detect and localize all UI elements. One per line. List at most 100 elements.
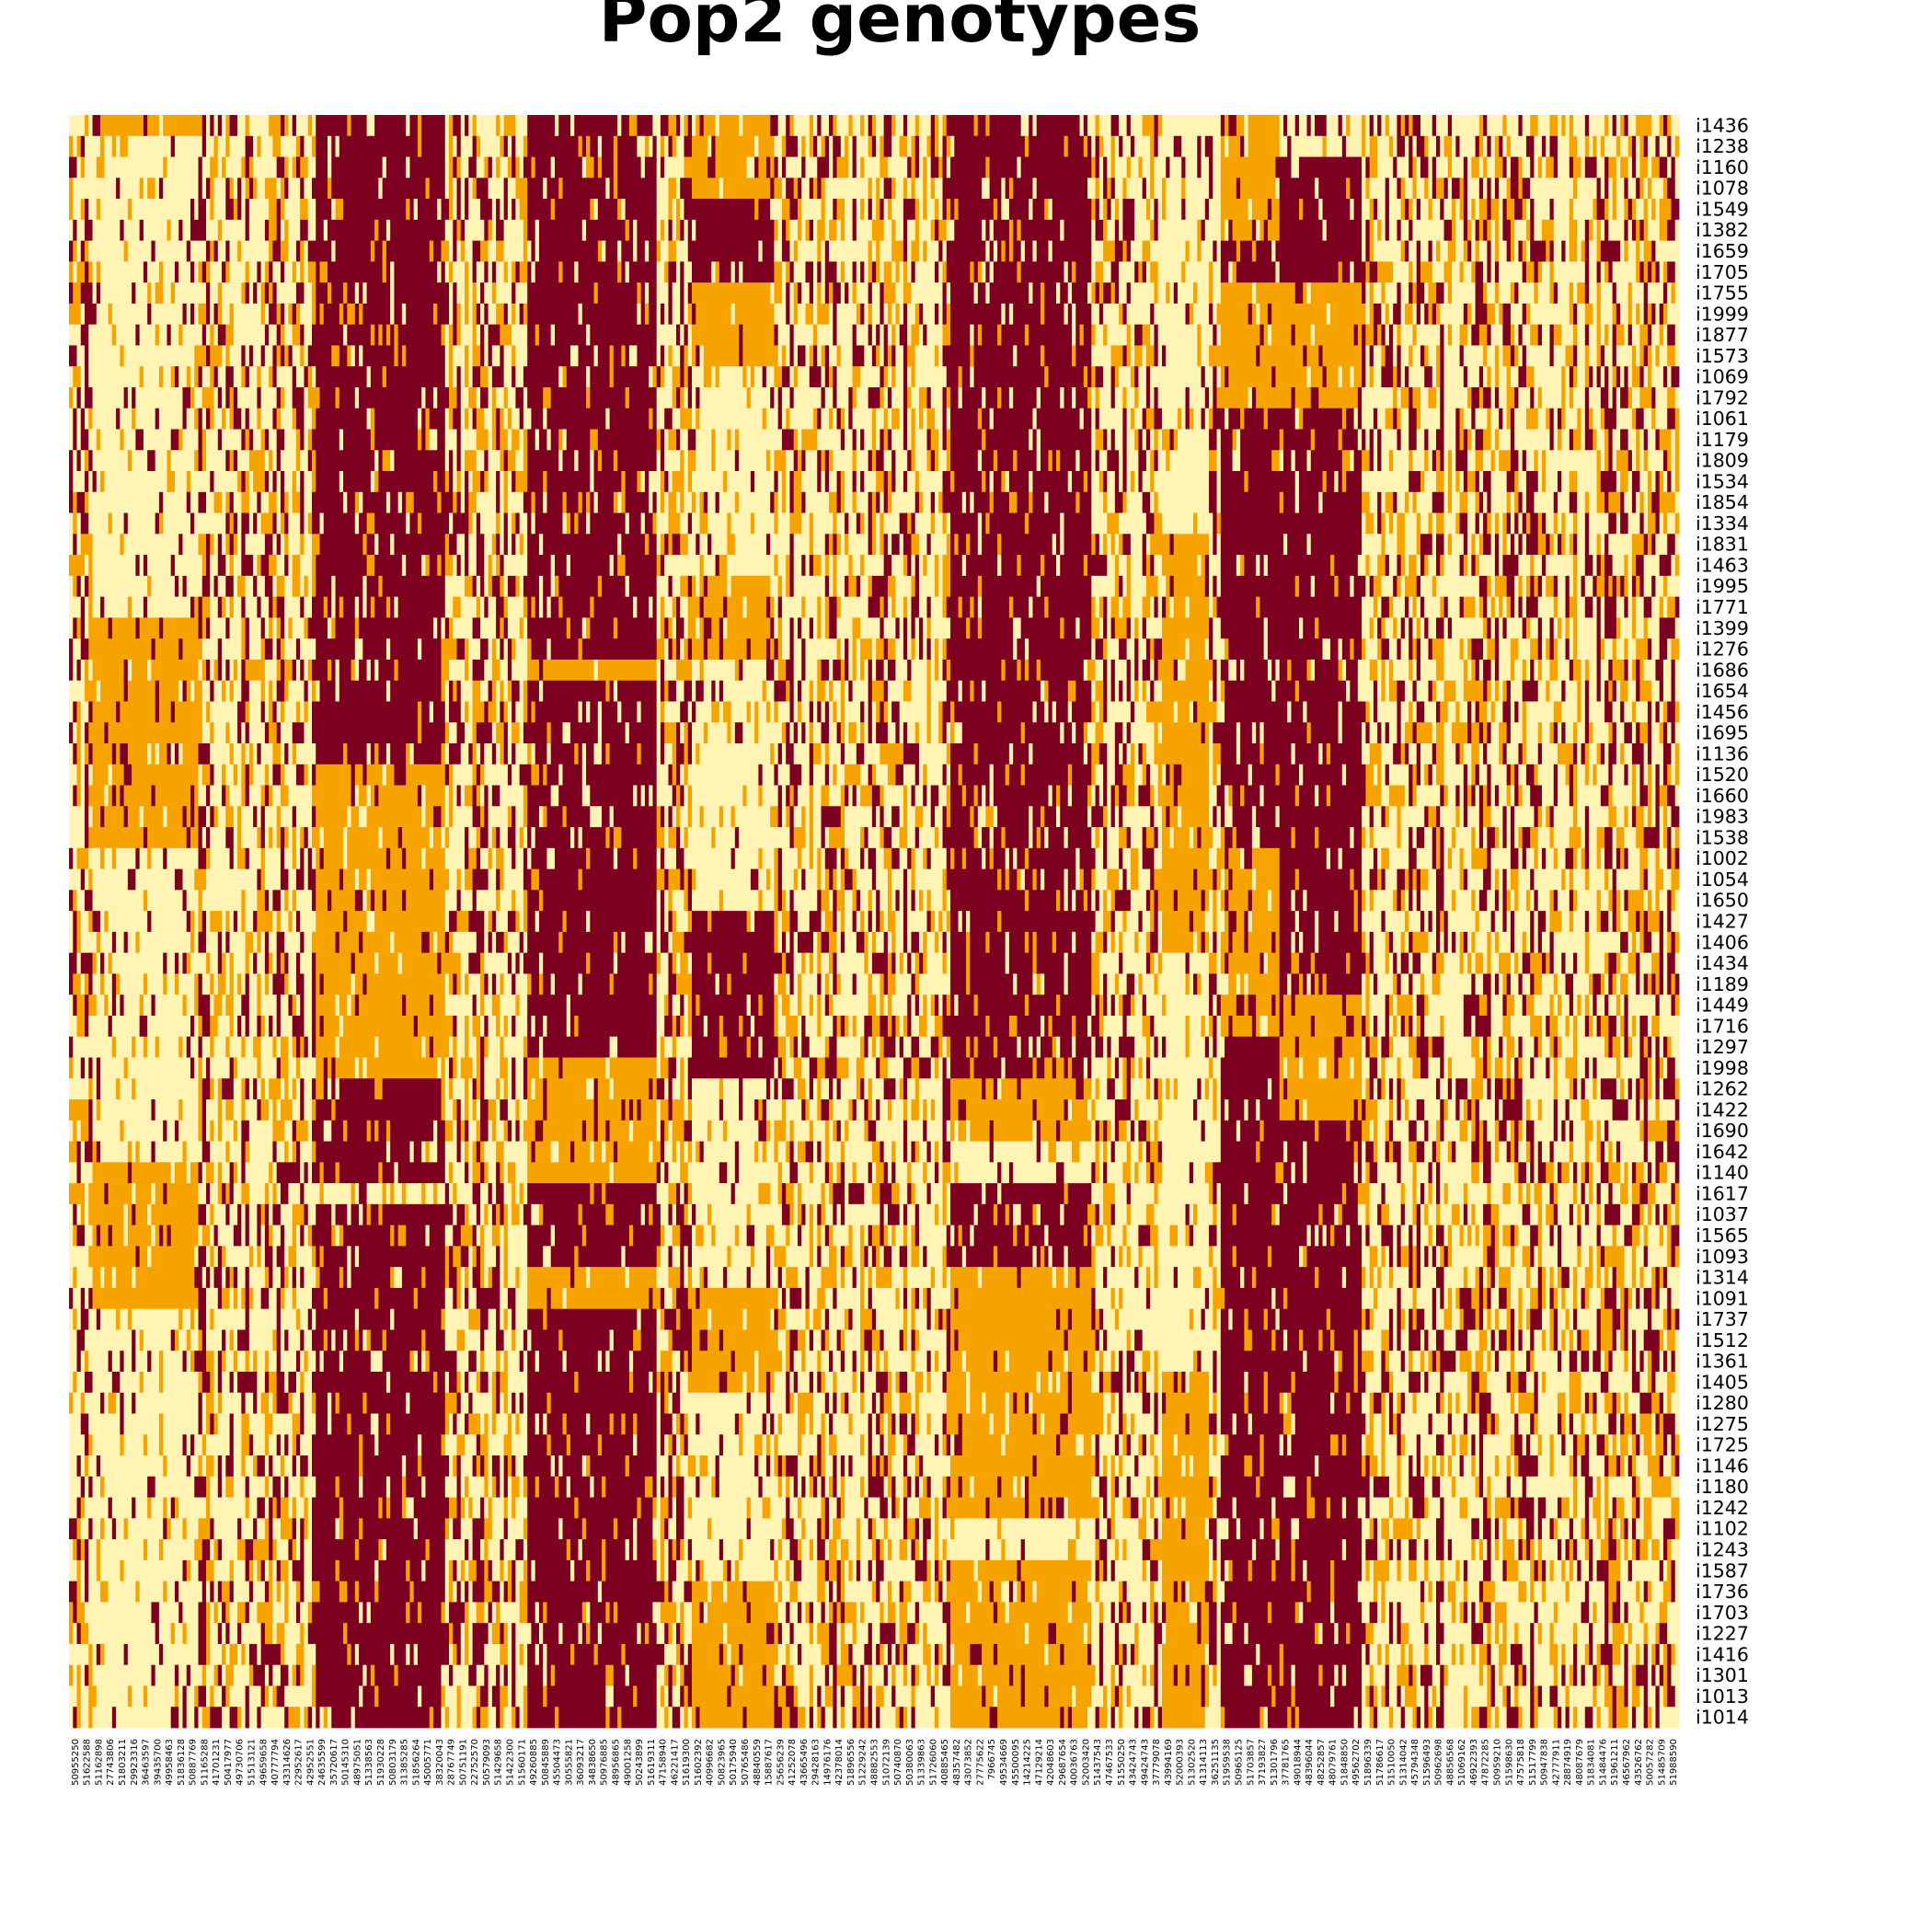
heatmap-cell xyxy=(116,911,121,933)
heatmap-cell xyxy=(123,785,129,807)
heatmap-cell xyxy=(253,995,258,1017)
heatmap-cell xyxy=(300,1329,305,1351)
heatmap-cell xyxy=(73,366,77,388)
heatmap-cell xyxy=(143,1581,148,1603)
heatmap-cell xyxy=(69,1707,74,1729)
heatmap-cell xyxy=(206,1141,211,1163)
heatmap-cell xyxy=(257,1015,262,1038)
heatmap-cell xyxy=(260,1036,266,1058)
heatmap-cell xyxy=(151,345,156,367)
heatmap-cell xyxy=(206,178,211,200)
heatmap-cell xyxy=(260,178,266,200)
heatmap-cell xyxy=(163,1559,167,1582)
heatmap-cell xyxy=(151,135,156,157)
heatmap-cell xyxy=(316,1392,320,1414)
heatmap-cell xyxy=(295,742,301,765)
heatmap-cell xyxy=(143,764,148,786)
heatmap-cell xyxy=(186,178,191,200)
heatmap-cell xyxy=(248,1559,254,1582)
heatmap-cell xyxy=(120,890,125,912)
heatmap-cell xyxy=(307,1308,313,1330)
heatmap-cell xyxy=(194,1015,199,1038)
heatmap-cell xyxy=(194,512,199,535)
heatmap-cell xyxy=(151,1183,156,1205)
heatmap-cell xyxy=(76,366,82,388)
heatmap-cell xyxy=(147,1392,152,1414)
heatmap-cell xyxy=(257,1078,262,1100)
heatmap-cell xyxy=(108,638,113,661)
heatmap-cell xyxy=(163,156,167,178)
heatmap-cell xyxy=(174,1225,179,1247)
heatmap-cell xyxy=(288,282,293,305)
heatmap-cell xyxy=(155,534,160,556)
heatmap-cell xyxy=(108,534,113,556)
heatmap-cell xyxy=(76,450,82,472)
heatmap-cell xyxy=(198,575,203,598)
heatmap-cell xyxy=(186,199,191,221)
heatmap-cell xyxy=(217,1392,223,1414)
heatmap-cell xyxy=(217,115,223,137)
heatmap-cell xyxy=(158,1351,164,1373)
heatmap-cell xyxy=(163,931,167,954)
heatmap-cell xyxy=(123,1351,129,1373)
heatmap-cell xyxy=(139,827,144,849)
heatmap-cell xyxy=(158,303,164,326)
heatmap-cell xyxy=(198,973,203,995)
heatmap-cell xyxy=(163,1267,167,1289)
heatmap-cell xyxy=(206,1602,211,1624)
heatmap-cell xyxy=(264,1497,270,1519)
heatmap-cell xyxy=(241,471,247,493)
heatmap-cell xyxy=(233,1036,238,1058)
heatmap-cell xyxy=(257,178,262,200)
heatmap-cell xyxy=(155,1664,160,1686)
heatmap-cell xyxy=(158,1476,164,1498)
heatmap-cell xyxy=(213,1078,219,1100)
heatmap-cell xyxy=(300,366,305,388)
heatmap-cell xyxy=(248,1623,254,1645)
heatmap-cell xyxy=(96,219,101,241)
heatmap-cell xyxy=(80,1308,86,1330)
heatmap-cell xyxy=(139,512,144,535)
heatmap-cell xyxy=(85,512,89,535)
heatmap-cell xyxy=(206,115,211,137)
heatmap-cell xyxy=(135,1559,141,1582)
heatmap-cell xyxy=(135,911,141,933)
heatmap-cell xyxy=(120,366,125,388)
heatmap-cell xyxy=(158,952,164,974)
heatmap-cell xyxy=(229,1539,235,1561)
heatmap-cell xyxy=(198,1371,203,1394)
heatmap-cell xyxy=(151,1015,156,1038)
heatmap-cell xyxy=(100,303,105,326)
heatmap-cell xyxy=(280,512,285,535)
heatmap-cell xyxy=(88,1664,93,1686)
heatmap-cell xyxy=(108,199,113,221)
heatmap-cell xyxy=(213,156,219,178)
heatmap-cell xyxy=(147,345,152,367)
heatmap-cell xyxy=(213,1246,219,1268)
heatmap-cell xyxy=(186,366,191,388)
heatmap-cell xyxy=(304,742,309,765)
heatmap-cell xyxy=(245,1225,250,1247)
heatmap-cell xyxy=(217,282,223,305)
heatmap-cell xyxy=(295,911,301,933)
heatmap-cell xyxy=(194,1120,199,1142)
heatmap-cell xyxy=(284,261,289,283)
heatmap-cell xyxy=(139,995,144,1017)
heatmap-cell xyxy=(69,1120,74,1142)
heatmap-cell xyxy=(304,1329,309,1351)
heatmap-cell xyxy=(194,1497,199,1519)
heatmap-cell xyxy=(92,1476,98,1498)
heatmap-cell xyxy=(143,785,148,807)
heatmap-cell xyxy=(104,911,109,933)
heatmap-cell xyxy=(264,1392,270,1414)
heatmap-cell xyxy=(237,1518,242,1540)
heatmap-cell xyxy=(319,952,325,974)
heatmap-cell xyxy=(123,219,129,241)
heatmap-cell xyxy=(139,931,144,954)
heatmap-cell xyxy=(135,345,141,367)
heatmap-cell xyxy=(264,952,270,974)
heatmap-cell xyxy=(316,868,320,891)
heatmap-cell xyxy=(147,1057,152,1079)
heatmap-cell xyxy=(280,429,285,451)
heatmap-cell xyxy=(69,742,74,765)
